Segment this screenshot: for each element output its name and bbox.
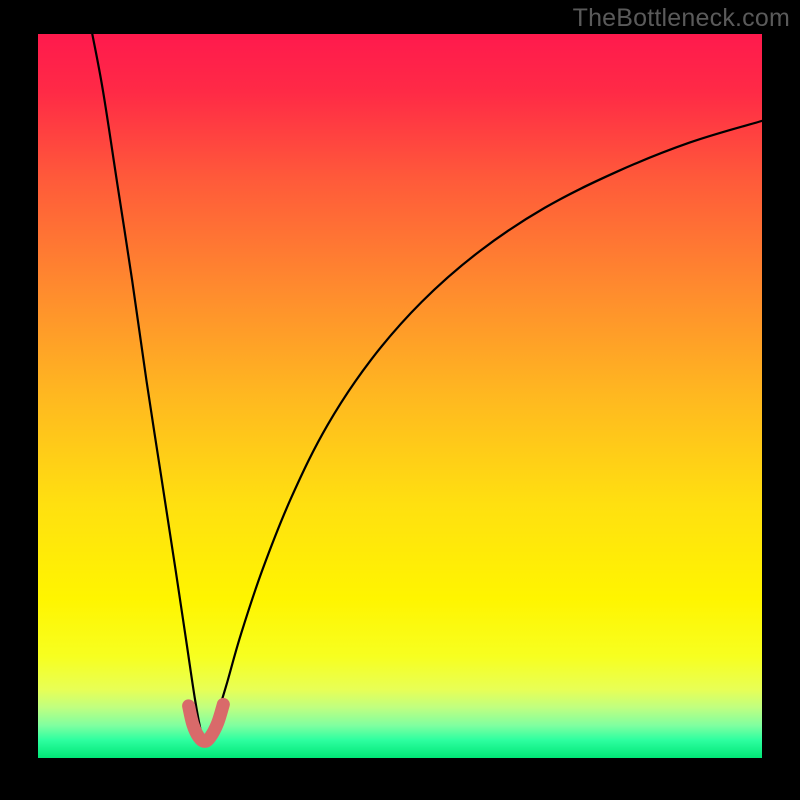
chart-stage: TheBottleneck.com bbox=[0, 0, 800, 800]
bottleneck-chart bbox=[0, 0, 800, 800]
plot-background bbox=[38, 34, 762, 758]
watermark-label: TheBottleneck.com bbox=[573, 4, 790, 33]
